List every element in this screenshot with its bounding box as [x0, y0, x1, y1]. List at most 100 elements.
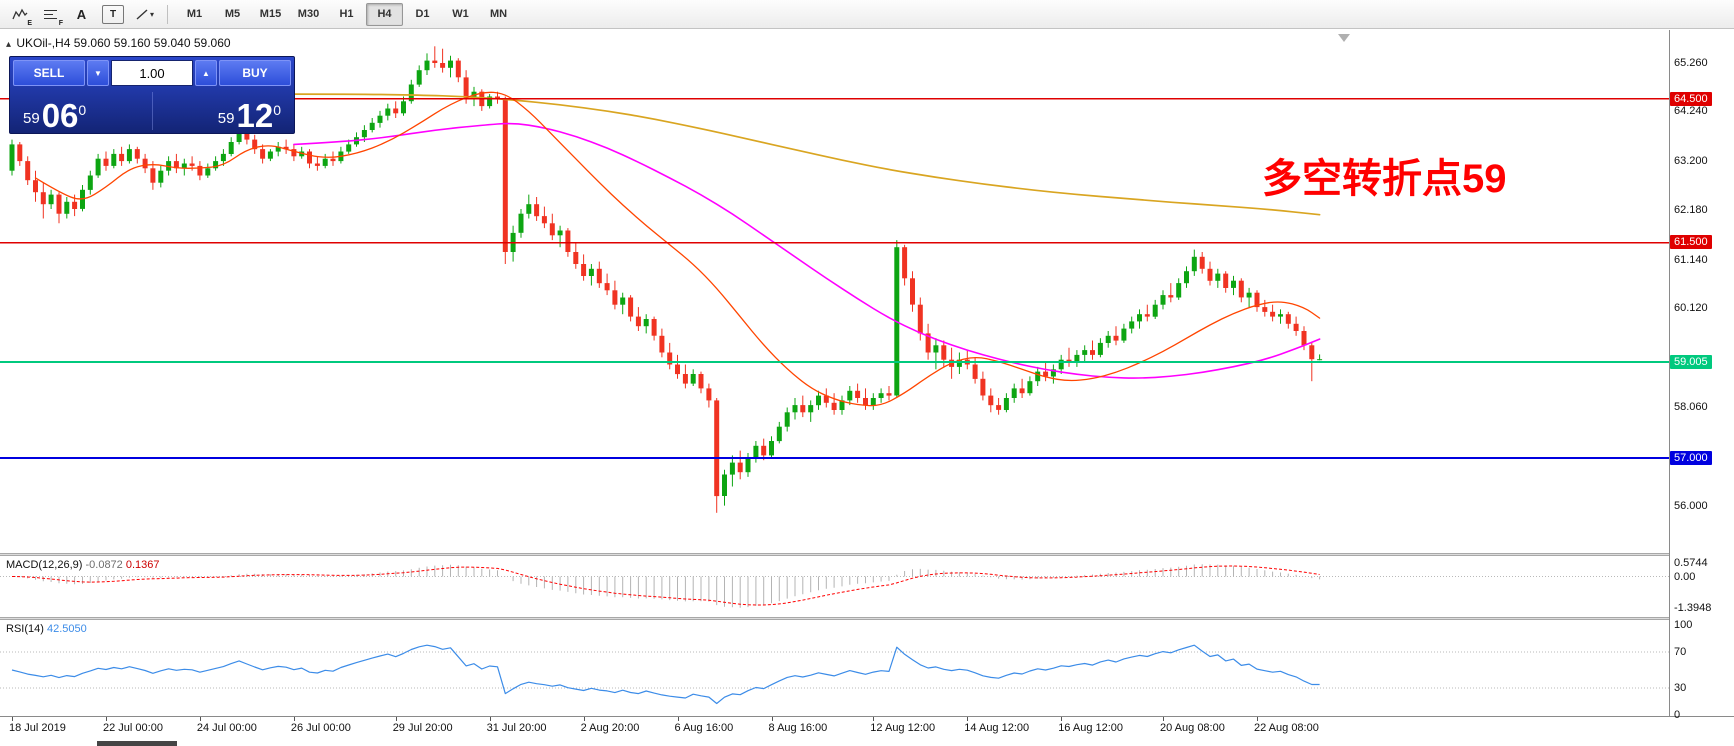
time-axis-tick — [1061, 717, 1063, 721]
time-axis-label: 12 Aug 12:00 — [870, 722, 936, 734]
splitter-main-macd[interactable] — [0, 553, 1734, 556]
ohlc-values: 59.060 59.160 59.040 59.060 — [73, 36, 231, 50]
timeframe-group: M1 M5 M15 M30 H1 H4 D1 W1 MN — [176, 2, 517, 26]
time-axis[interactable] — [0, 716, 1734, 746]
timeframe-button-h1[interactable]: H1 — [339, 8, 354, 20]
time-axis-tick — [677, 717, 679, 721]
time-axis-label: 29 Jul 20:00 — [392, 722, 453, 734]
time-axis-tick — [967, 717, 969, 721]
timeframe-button-mn[interactable]: MN — [489, 8, 508, 20]
toolbar: E F A T ▾ M1 M5 M15 M30 H1 H4 D1 W1 MN — [0, 0, 1734, 29]
time-axis-label: 22 Jul 00:00 — [103, 722, 163, 734]
sell-price-big: 06 — [41, 97, 79, 134]
macd-name: MACD(12,26,9) — [6, 559, 83, 571]
price-axis-tag: 64.500 — [1670, 91, 1712, 106]
price-axis-tag: 61.500 — [1670, 235, 1712, 250]
oneclick-toggle-icon[interactable]: ▴ — [6, 39, 12, 50]
time-axis-label: 6 Aug 16:00 — [674, 722, 734, 734]
time-axis-tick — [199, 717, 201, 721]
macd-scale-label: -1.3948 — [1674, 602, 1712, 615]
price-axis-label: 56.000 — [1674, 499, 1708, 512]
macd-indicator-canvas[interactable] — [0, 556, 1669, 617]
time-axis-label: 26 Jul 00:00 — [290, 722, 351, 734]
price-axis-label: 65.260 — [1674, 56, 1708, 69]
sell-button[interactable]: SELL — [13, 60, 85, 86]
time-axis-label: 31 Jul 20:00 — [486, 722, 547, 734]
rsi-label: RSI(14) 42.5050 — [6, 623, 87, 635]
timeframe-button-w1[interactable]: W1 — [452, 8, 469, 20]
time-axis-label: 20 Aug 08:00 — [1160, 722, 1225, 734]
time-axis-label: 16 Aug 12:00 — [1058, 722, 1124, 734]
price-axis-tag: 57.000 — [1670, 450, 1712, 465]
symbol-period-label: UKOil-,H4 — [16, 36, 71, 50]
splitter-macd-rsi[interactable] — [0, 617, 1734, 620]
macd-scale-label: 0.5744 — [1674, 557, 1708, 570]
rsi-scale-label: 70 — [1674, 646, 1687, 658]
time-axis-tick — [395, 717, 397, 721]
sell-price-small: 59 — [23, 110, 40, 127]
price-axis-label: 61.140 — [1674, 253, 1708, 266]
rsi-indicator-canvas[interactable] — [0, 620, 1669, 716]
buy-price-big: 12 — [236, 97, 274, 134]
price-axis-label: 64.240 — [1674, 105, 1708, 118]
chart-ohlc-header: ▴ UKOil-,H4 59.060 59.160 59.040 59.060 — [6, 36, 231, 50]
price-axis-label: 62.180 — [1674, 203, 1708, 216]
time-axis-label: 14 Aug 12:00 — [964, 722, 1030, 734]
time-axis-tick — [1163, 717, 1164, 721]
timeframe-button-m30[interactable]: M30 — [297, 8, 320, 20]
dropdown-caret-icon: ▾ — [149, 9, 154, 19]
icon-sub-f: F — [58, 20, 63, 27]
time-axis-label: 24 Jul 00:00 — [196, 722, 257, 734]
time-axis-label: 18 Jul 2019 — [9, 722, 66, 734]
time-axis-tick — [771, 717, 773, 721]
time-axis-tick — [873, 717, 875, 721]
rsi-value: 42.5050 — [46, 623, 87, 635]
timeframe-button-d1[interactable]: D1 — [415, 8, 430, 20]
time-axis-tick — [12, 717, 13, 721]
price-axis-label: 60.120 — [1674, 302, 1708, 315]
macd-scale-label: 0.00 — [1674, 570, 1696, 583]
sell-price[interactable]: 59 06 0 — [23, 99, 86, 132]
time-axis-tick — [583, 717, 585, 721]
volume-up-button[interactable]: ▲ — [195, 60, 217, 86]
timeframe-button-m15[interactable]: M15 — [259, 8, 282, 20]
price-divider — [152, 92, 153, 130]
timeframe-button-h4[interactable]: H4 — [366, 2, 403, 26]
rsi-scale-label: 0 — [1674, 709, 1681, 721]
text-label-icon[interactable]: A — [76, 6, 87, 22]
text-box-icon[interactable]: T — [102, 4, 124, 24]
macd-signal-value: 0.1367 — [125, 559, 160, 571]
time-axis-label: 8 Aug 16:00 — [768, 722, 828, 734]
rsi-scale-label: 100 — [1674, 619, 1693, 631]
volume-input[interactable] — [111, 60, 193, 86]
timeframe-button-m1[interactable]: M1 — [186, 8, 203, 20]
line-tools-dropdown-icon[interactable]: ▾ — [130, 2, 159, 26]
chart-shift-marker — [1338, 34, 1350, 42]
price-axis-label: 58.060 — [1674, 401, 1708, 414]
buy-price-sup: 0 — [273, 102, 281, 118]
chart-annotation[interactable]: 多空转折点59 — [1262, 157, 1507, 201]
icon-sub-e: E — [27, 20, 32, 27]
price-axis-tag: 59.005 — [1670, 354, 1712, 369]
macd-label: MACD(12,26,9) -0.0872 0.1367 — [6, 559, 160, 571]
taskbar-sliver — [97, 741, 177, 746]
time-axis-tick — [489, 717, 491, 721]
buy-button[interactable]: BUY — [219, 60, 291, 86]
buy-price-small: 59 — [217, 110, 235, 127]
line-chart-icon[interactable]: E — [5, 2, 34, 27]
buy-price[interactable]: 59 12 0 — [218, 99, 281, 132]
volume-down-button[interactable]: ▼ — [87, 60, 109, 86]
one-click-trading-panel: SELL ▼ ▲ BUY 59 06 0 59 12 0 — [9, 56, 295, 134]
toolbar-separator — [167, 4, 168, 24]
price-scale[interactable] — [1669, 30, 1734, 716]
levels-grid-icon[interactable]: F — [36, 2, 65, 27]
macd-main-value: -0.0872 — [85, 559, 123, 571]
timeframe-button-m5[interactable]: M5 — [224, 8, 241, 20]
time-axis-tick — [1257, 717, 1258, 721]
sell-price-sup: 0 — [78, 102, 87, 118]
time-axis-label: 22 Aug 08:00 — [1254, 722, 1319, 734]
time-axis-label: 2 Aug 20:00 — [580, 722, 640, 734]
time-axis-tick — [293, 717, 295, 721]
price-axis-label: 63.200 — [1674, 155, 1708, 168]
